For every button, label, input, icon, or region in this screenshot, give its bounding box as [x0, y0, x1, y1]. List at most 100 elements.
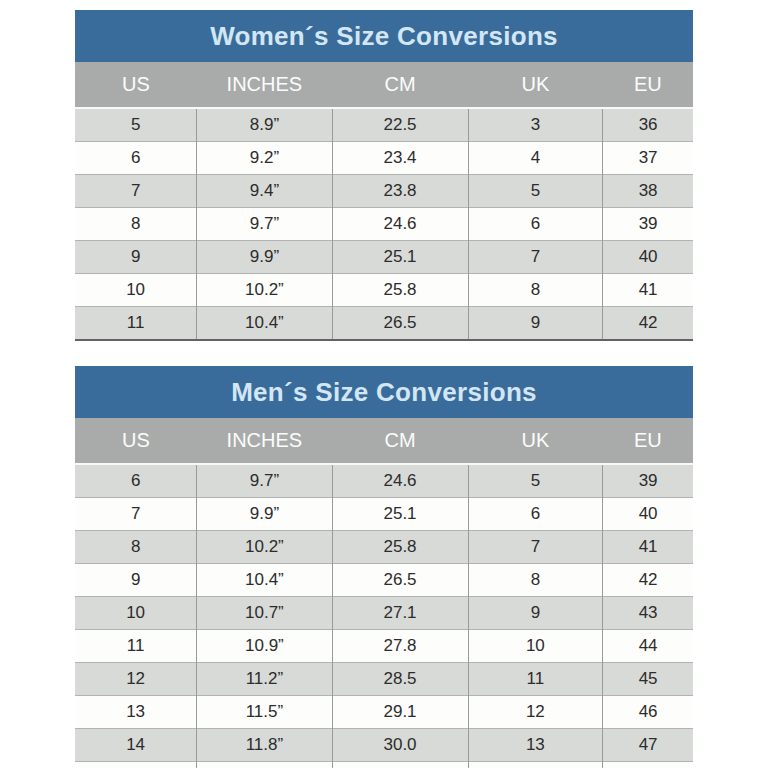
size-chart-page: Women´s Size Conversions USINCHESCMUKEU …	[0, 0, 768, 768]
womens-size-table: Women´s Size Conversions USINCHESCMUKEU …	[75, 10, 693, 341]
cell-eu: 43	[603, 597, 693, 630]
cell-uk: 8	[468, 274, 603, 307]
cell-uk: 12	[468, 696, 603, 729]
column-header-inches: INCHES	[197, 418, 332, 464]
cell-eu: 40	[603, 498, 693, 531]
cell-uk: 6	[468, 208, 603, 241]
column-header-us: US	[75, 418, 197, 464]
cell-uk: 7	[468, 531, 603, 564]
cell-inches: 11.2”	[197, 663, 332, 696]
cell-inches: 8.9”	[197, 108, 332, 142]
cell-eu: 42	[603, 307, 693, 341]
cell-inches: 10.4”	[197, 564, 332, 597]
table-row: 79.4”23.8538	[75, 175, 693, 208]
table-row: 58.9”22.5336	[75, 108, 693, 142]
cell-us: 9	[75, 564, 197, 597]
column-header-cm: CM	[332, 418, 468, 464]
cell-cm: 30.0	[332, 729, 468, 762]
cell-inches: 9.9”	[197, 498, 332, 531]
cell-uk: 7	[468, 241, 603, 274]
cell-cm: 24.6	[332, 464, 468, 498]
cell-uk: 11	[468, 663, 603, 696]
cell-eu: 45	[603, 663, 693, 696]
mens-table-body: 69.7”24.653979.9”25.1640810.2”25.8741910…	[75, 464, 693, 768]
cell-us: 12	[75, 663, 197, 696]
cell-eu: 47	[603, 729, 693, 762]
cell-eu: 40	[603, 241, 693, 274]
cell-inches: 9.4”	[197, 175, 332, 208]
cell-cm: 26.5	[332, 564, 468, 597]
cell-eu: 42	[603, 564, 693, 597]
womens-conversion-table: USINCHESCMUKEU 58.9”22.533669.2”23.44377…	[75, 62, 693, 341]
table-row: 810.2”25.8741	[75, 531, 693, 564]
mens-conversion-table: USINCHESCMUKEU 69.7”24.653979.9”25.16408…	[75, 418, 693, 768]
womens-table-body: 58.9”22.533669.2”23.443779.4”23.853889.7…	[75, 108, 693, 340]
cell-us: 14	[75, 729, 197, 762]
cell-eu: 48	[603, 762, 693, 768]
cell-us: 5	[75, 108, 197, 142]
cell-us: 15	[75, 762, 197, 768]
cell-uk: 10	[468, 630, 603, 663]
cell-cm: 23.4	[332, 142, 468, 175]
womens-table-title-bar: Women´s Size Conversions	[75, 10, 693, 62]
womens-table-title: Women´s Size Conversions	[210, 21, 558, 52]
cell-us: 9	[75, 241, 197, 274]
mens-size-table: Men´s Size Conversions USINCHESCMUKEU 69…	[75, 366, 693, 768]
cell-us: 10	[75, 274, 197, 307]
cell-uk: 8	[468, 564, 603, 597]
cell-uk: 13	[468, 729, 603, 762]
cell-us: 8	[75, 531, 197, 564]
cell-inches: 9.7”	[197, 208, 332, 241]
cell-cm: 24.6	[332, 208, 468, 241]
cell-uk: 14	[468, 762, 603, 768]
cell-us: 8	[75, 208, 197, 241]
cell-eu: 39	[603, 208, 693, 241]
cell-cm: 25.1	[332, 241, 468, 274]
cell-us: 10	[75, 597, 197, 630]
table-row: 1010.7”27.1943	[75, 597, 693, 630]
cell-cm: 22.5	[332, 108, 468, 142]
column-header-cm: CM	[332, 62, 468, 108]
table-row: 1010.2”25.8841	[75, 274, 693, 307]
table-row: 910.4”26.5842	[75, 564, 693, 597]
cell-cm: 25.1	[332, 498, 468, 531]
cell-us: 7	[75, 175, 197, 208]
cell-inches: 10.4”	[197, 307, 332, 341]
table-row: 1110.9”27.81044	[75, 630, 693, 663]
table-row: 99.9”25.1740	[75, 241, 693, 274]
cell-eu: 41	[603, 531, 693, 564]
table-row: 1311.5”29.11246	[75, 696, 693, 729]
cell-cm: 27.1	[332, 597, 468, 630]
table-row: 1110.4”26.5942	[75, 307, 693, 341]
cell-uk: 3	[468, 108, 603, 142]
table-row: 69.2”23.4437	[75, 142, 693, 175]
cell-cm: 26.5	[332, 307, 468, 341]
cell-uk: 9	[468, 597, 603, 630]
cell-eu: 37	[603, 142, 693, 175]
cell-uk: 4	[468, 142, 603, 175]
cell-inches: 10.2”	[197, 274, 332, 307]
cell-eu: 38	[603, 175, 693, 208]
cell-eu: 46	[603, 696, 693, 729]
cell-inches: 12.0”	[197, 762, 332, 768]
cell-eu: 44	[603, 630, 693, 663]
cell-inches: 10.9”	[197, 630, 332, 663]
column-header-eu: EU	[603, 62, 693, 108]
mens-table-title: Men´s Size Conversions	[231, 377, 537, 408]
cell-us: 11	[75, 630, 197, 663]
table-row: 1211.2”28.51145	[75, 663, 693, 696]
cell-cm: 25.8	[332, 274, 468, 307]
column-header-inches: INCHES	[197, 62, 332, 108]
cell-uk: 6	[468, 498, 603, 531]
cell-us: 6	[75, 142, 197, 175]
column-header-uk: UK	[468, 418, 603, 464]
cell-eu: 36	[603, 108, 693, 142]
cell-uk: 5	[468, 175, 603, 208]
cell-uk: 9	[468, 307, 603, 341]
cell-us: 13	[75, 696, 197, 729]
cell-cm: 29.1	[332, 696, 468, 729]
cell-cm: 28.5	[332, 663, 468, 696]
header-row: USINCHESCMUKEU	[75, 62, 693, 108]
table-row: 89.7”24.6639	[75, 208, 693, 241]
column-header-us: US	[75, 62, 197, 108]
